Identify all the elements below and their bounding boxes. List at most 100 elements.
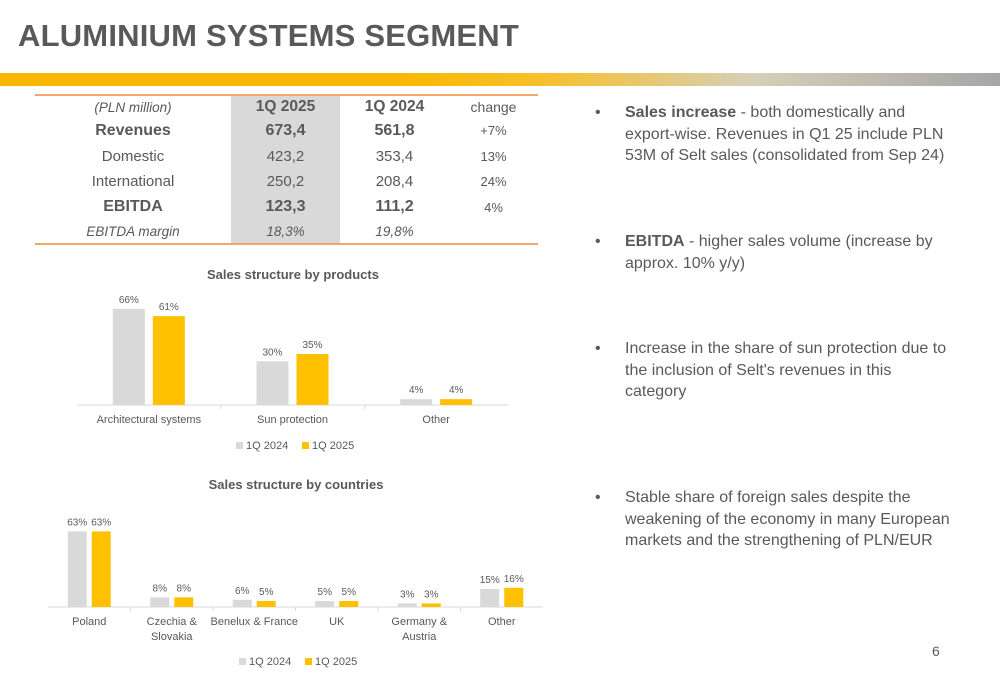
table-row: EBITDA margin 18,3% 19,8%	[35, 220, 538, 244]
row-value-2025: 423,2	[231, 143, 340, 169]
bar-1q2025	[174, 597, 194, 607]
data-label: 5%	[318, 587, 333, 598]
row-change: 4%	[484, 199, 503, 215]
row-value-2025: 673,4	[231, 118, 340, 144]
legend-label: 1Q 2024	[246, 440, 288, 452]
category-label: Benelux & France	[211, 616, 298, 628]
data-label: 4%	[449, 385, 464, 396]
data-label: 63%	[91, 517, 111, 528]
bar-1q2024	[256, 361, 289, 405]
bar-1q2025	[91, 531, 111, 607]
row-value-2025: 250,2	[231, 169, 340, 195]
row-label: Revenues	[95, 121, 171, 139]
data-label: 66%	[119, 295, 139, 306]
bullet-bold: EBITDA	[625, 233, 685, 250]
bar-1q2024	[232, 599, 252, 607]
row-value-2024: 19,8%	[375, 224, 414, 239]
table-header-1q2025: 1Q 2025	[231, 95, 340, 118]
bar-1q2024	[150, 597, 170, 607]
category-label: Other	[488, 616, 516, 628]
bar-1q2024	[112, 308, 145, 405]
bar-1q2024	[67, 531, 87, 607]
bar-1q2025	[152, 316, 185, 405]
table-header-1q2024: 1Q 2024	[364, 98, 425, 115]
row-label: EBITDA margin	[86, 224, 180, 239]
bar-1q2024	[480, 589, 500, 607]
bar-1q2025	[440, 399, 473, 405]
data-label: 16%	[504, 574, 524, 585]
category-label: Other	[422, 414, 450, 426]
table-row: International 250,2 208,4 24%	[35, 169, 538, 195]
header-accent-bar	[0, 73, 1000, 86]
row-change: +7%	[480, 123, 507, 139]
category-label: Austria	[402, 631, 437, 643]
row-change: 24%	[480, 174, 507, 190]
data-label: 3%	[424, 589, 439, 600]
table-header-row: (PLN million) 1Q 2025 1Q 2024 change	[35, 95, 538, 118]
row-label: EBITDA	[103, 198, 163, 216]
category-label: Architectural systems	[97, 414, 202, 426]
bullet-dot-icon: •	[595, 340, 601, 357]
data-label: 6%	[235, 586, 250, 597]
table-row: Domestic 423,2 353,4 13%	[35, 143, 538, 169]
bullet-text: Increase in the share of sun protection …	[625, 340, 947, 400]
row-value-2024: 561,8	[374, 121, 415, 139]
data-label: 61%	[159, 302, 179, 313]
bullet-bold: Sales increase	[625, 104, 737, 121]
row-label: International	[91, 173, 175, 191]
category-label: Poland	[72, 616, 106, 628]
bar-1q2024	[397, 603, 417, 607]
data-label: 5%	[342, 587, 357, 598]
bullet-text: - both domestically and export-wise. Rev…	[625, 104, 945, 164]
legend-swatch	[305, 658, 312, 665]
bullet-text: - higher sales volume (increase by appro…	[625, 233, 933, 272]
row-value-2024: 353,4	[375, 147, 414, 165]
row-change: 13%	[480, 148, 507, 164]
category-label: Slovakia	[151, 631, 193, 643]
category-label: Sun protection	[257, 414, 328, 426]
row-label: Domestic	[101, 147, 165, 165]
chart-title: Sales structure by products	[207, 267, 379, 282]
legend-swatch	[239, 658, 246, 665]
row-value-2024: 208,4	[375, 173, 414, 191]
chart-title: Sales structure by countries	[209, 477, 384, 492]
table-row: Revenues 673,4 561,8 +7%	[35, 118, 538, 144]
legend-swatch	[302, 442, 309, 449]
bar-1q2025	[504, 587, 524, 607]
data-label: 8%	[177, 583, 192, 594]
data-label: 5%	[259, 587, 274, 598]
bar-1q2024	[400, 399, 433, 405]
bar-1q2025	[256, 601, 276, 607]
bar-1q2024	[315, 601, 335, 607]
legend-label: 1Q 2025	[312, 440, 354, 452]
bar-1q2025	[296, 354, 329, 405]
row-value-2025: 123,3	[231, 194, 340, 220]
data-label: 15%	[480, 575, 500, 586]
table-header-change: change	[470, 99, 517, 115]
page-number: 6	[932, 643, 940, 659]
bar-1q2025	[339, 601, 359, 607]
category-label: Germany &	[391, 616, 447, 628]
page-title: ALUMINIUM SYSTEMS SEGMENT	[18, 18, 520, 53]
data-label: 63%	[67, 517, 87, 528]
table-row: EBITDA 123,3 111,2 4%	[35, 194, 538, 220]
legend-label: 1Q 2025	[315, 656, 357, 668]
data-label: 8%	[153, 583, 168, 594]
countries-chart: Sales structure by countries 63% 63% Poland…	[48, 477, 543, 668]
row-value-2024: 111,2	[375, 198, 414, 216]
products-chart: Sales structure by products 66% 61% Archite…	[77, 267, 508, 452]
data-label: 4%	[409, 385, 424, 396]
table-header-unit: (PLN million)	[94, 99, 172, 115]
data-label: 30%	[262, 347, 282, 358]
bullet-dot-icon: •	[595, 489, 601, 506]
legend-label: 1Q 2024	[249, 656, 291, 668]
bullet-text: Stable share of foreign sales despite th…	[625, 489, 950, 549]
bullet-dot-icon: •	[595, 104, 601, 121]
financial-table: (PLN million) 1Q 2025 1Q 2024 change Rev…	[35, 94, 538, 245]
row-change	[449, 220, 538, 244]
category-label: Czechia &	[147, 616, 198, 628]
category-label: UK	[329, 616, 345, 628]
bullet-dot-icon: •	[595, 233, 601, 250]
data-label: 3%	[400, 589, 415, 600]
bar-1q2025	[421, 603, 441, 607]
